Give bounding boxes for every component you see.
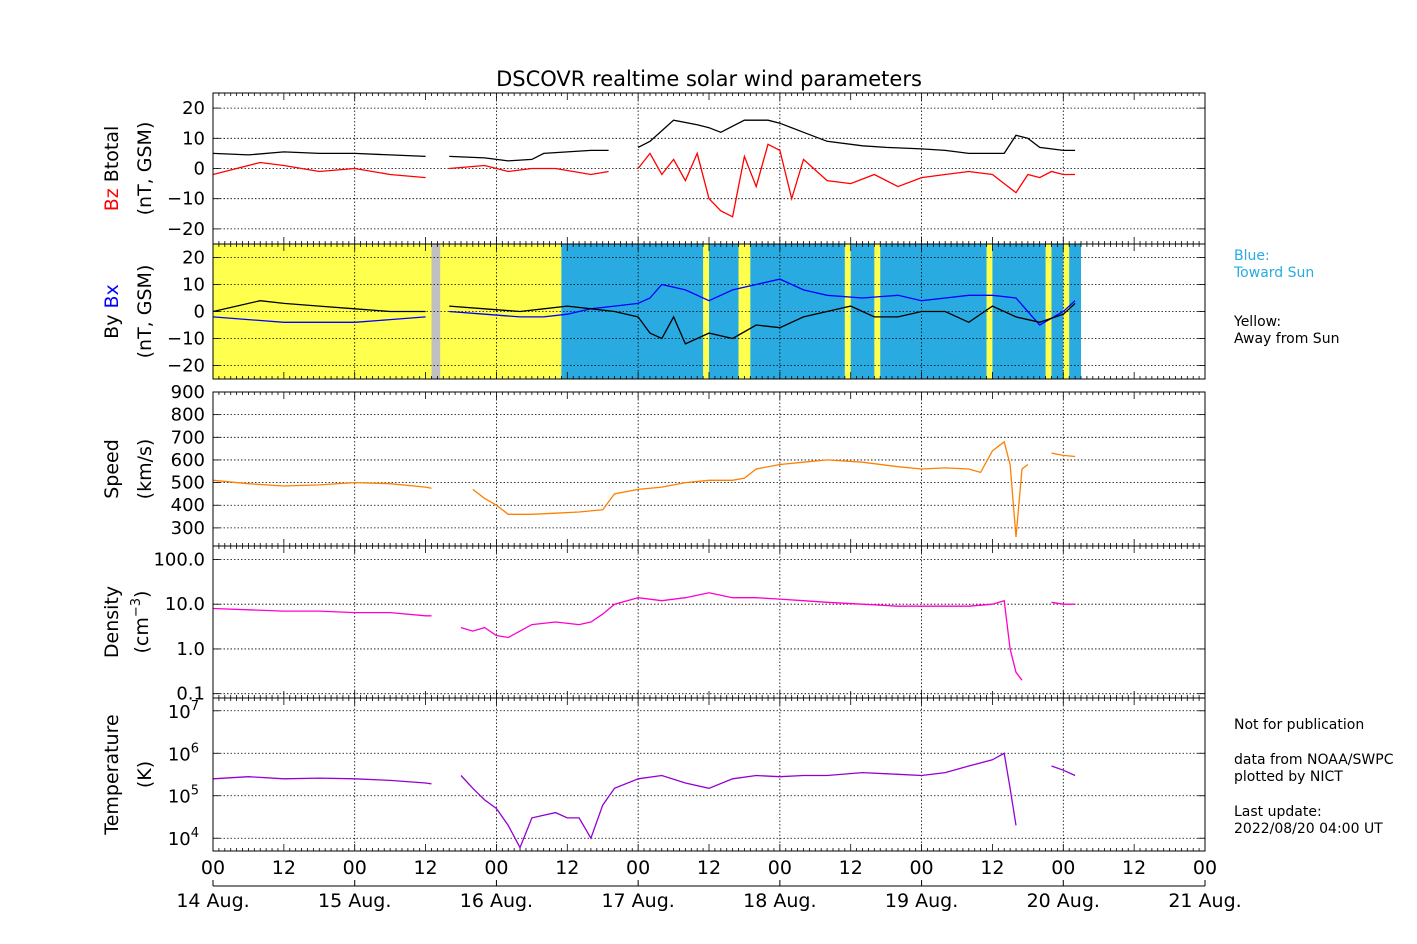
y-tick-label: 100.0 bbox=[153, 549, 205, 570]
panel-density: 100.0 10.0 1.0 0.1 Density (cm−3) bbox=[101, 545, 1206, 705]
y-axis-unit: (cm−3) bbox=[129, 591, 153, 654]
x-tick-label: 12 bbox=[839, 857, 863, 879]
x-tick-label: 00 bbox=[626, 857, 650, 879]
y-tick-label: −20 bbox=[167, 356, 205, 377]
series-temperature bbox=[213, 752, 1076, 850]
x-tick-label: 12 bbox=[272, 857, 296, 879]
y-axis-unit: (nT, GSM) bbox=[134, 122, 156, 216]
y-tick-label: 10 bbox=[182, 275, 205, 296]
y-axis-label: Temperature bbox=[101, 714, 123, 835]
x-tick-label: 12 bbox=[697, 857, 721, 879]
y-tick-label: 105 bbox=[168, 784, 199, 808]
y-tick-label: 10.0 bbox=[165, 594, 205, 615]
y-tick-label: 0 bbox=[194, 302, 205, 323]
y-tick-label: 1.0 bbox=[176, 639, 205, 660]
date-label: 19 Aug. bbox=[885, 890, 958, 912]
date-label: 15 Aug. bbox=[318, 890, 391, 912]
y-tick-label: 104 bbox=[168, 826, 199, 850]
panel-frame bbox=[212, 92, 1206, 245]
series-by bbox=[213, 300, 1076, 345]
y-tick-label: 20 bbox=[182, 248, 205, 269]
date-label: 17 Aug. bbox=[601, 890, 674, 912]
series-btotal bbox=[213, 119, 1076, 162]
panels: 20 10 0 −10 −20 Bz Btotal (nT, GSM) 20 10 0 −10 −20… bbox=[101, 92, 1206, 852]
y-axis-unit: (K) bbox=[134, 761, 156, 788]
sector-away bbox=[874, 244, 881, 379]
y-tick-label: 500 bbox=[171, 473, 205, 494]
sector-away bbox=[986, 244, 993, 379]
y-tick-label: 0.1 bbox=[176, 684, 205, 705]
y-axis-label: Speed bbox=[101, 439, 123, 499]
date-label: 21 Aug. bbox=[1168, 890, 1241, 912]
note-last-update-label: Last update: bbox=[1234, 804, 1322, 820]
note-data-from: data from NOAA/SWPC bbox=[1234, 752, 1394, 768]
sector-missing bbox=[431, 244, 441, 379]
x-tick-label: 12 bbox=[980, 857, 1004, 879]
x-tick-label: 12 bbox=[413, 857, 437, 879]
note-not-for-publication: Not for publication bbox=[1234, 717, 1365, 733]
x-tick-label: 00 bbox=[909, 857, 933, 879]
sector-away bbox=[703, 244, 709, 379]
y-tick-label: 600 bbox=[171, 450, 205, 471]
y-tick-label: −20 bbox=[167, 219, 205, 240]
x-tick-label: 00 bbox=[343, 857, 367, 879]
y-axis-label: Bz Btotal bbox=[101, 126, 123, 212]
series-density bbox=[213, 592, 1076, 681]
x-tick-label: 00 bbox=[1051, 857, 1075, 879]
date-label: 16 Aug. bbox=[460, 890, 533, 912]
panel-btotal_bz: 20 10 0 −10 −20 Bz Btotal (nT, GSM) bbox=[101, 92, 1206, 245]
date-label: 20 Aug. bbox=[1027, 890, 1100, 912]
date-label: 14 Aug. bbox=[176, 890, 249, 912]
x-tick-label: 00 bbox=[768, 857, 792, 879]
y-tick-label: 800 bbox=[171, 405, 205, 426]
y-tick-label: 700 bbox=[171, 427, 205, 448]
panel-frame bbox=[212, 391, 1206, 547]
legend-yellow-label: Yellow: bbox=[1234, 314, 1282, 330]
y-axis-label: Density bbox=[101, 586, 123, 658]
x-tick-label: 00 bbox=[201, 857, 225, 879]
series-speed bbox=[213, 440, 1076, 537]
y-tick-label: 900 bbox=[171, 382, 205, 403]
date-label: 18 Aug. bbox=[743, 890, 816, 912]
chart-title: DSCOVR realtime solar wind parameters bbox=[496, 67, 922, 91]
y-tick-label: 300 bbox=[171, 518, 205, 539]
series-bz bbox=[213, 143, 1076, 218]
note-plotted-by: plotted by NICT bbox=[1234, 769, 1343, 785]
y-tick-label: 0 bbox=[194, 159, 205, 180]
legend-yellow-text: Away from Sun bbox=[1234, 331, 1340, 347]
y-tick-label: 10 bbox=[182, 128, 205, 149]
y-tick-label: 400 bbox=[171, 495, 205, 516]
x-axis: 00 12 00 12 00 12 00 12 00 12 00 12 00 12 00 14 Aug. 15 … bbox=[176, 857, 1241, 912]
legend-blue-text: Toward Sun bbox=[1234, 265, 1315, 281]
note-last-update-value: 2022/08/20 04:00 UT bbox=[1234, 821, 1383, 837]
x-tick-label: 00 bbox=[484, 857, 508, 879]
sector-away bbox=[1045, 244, 1052, 379]
y-tick-label: 107 bbox=[168, 699, 199, 723]
sector-away bbox=[738, 244, 751, 379]
panel-frame bbox=[212, 697, 1206, 852]
panel-temperature: 104 105 106 107 Temperature (K) bbox=[101, 697, 1206, 852]
x-tick-label: 00 bbox=[1193, 857, 1217, 879]
y-axis-label: By Bx bbox=[101, 284, 123, 339]
y-tick-label: −10 bbox=[167, 329, 205, 350]
y-tick-label: 20 bbox=[182, 98, 205, 119]
x-tick-label: 12 bbox=[1122, 857, 1146, 879]
y-axis-unit: (nT, GSM) bbox=[134, 265, 156, 359]
series-bx bbox=[213, 278, 1076, 326]
y-tick-label: 106 bbox=[168, 741, 199, 765]
legend-blue-label: Blue: bbox=[1234, 248, 1270, 264]
y-axis-unit: (km/s) bbox=[134, 439, 156, 500]
y-tick-label: −10 bbox=[167, 189, 205, 210]
x-tick-label: 12 bbox=[555, 857, 579, 879]
panel-frame bbox=[212, 545, 1206, 699]
panel-by_bx: 20 10 0 −10 −20 By Bx (nT, GSM) bbox=[101, 243, 1206, 380]
